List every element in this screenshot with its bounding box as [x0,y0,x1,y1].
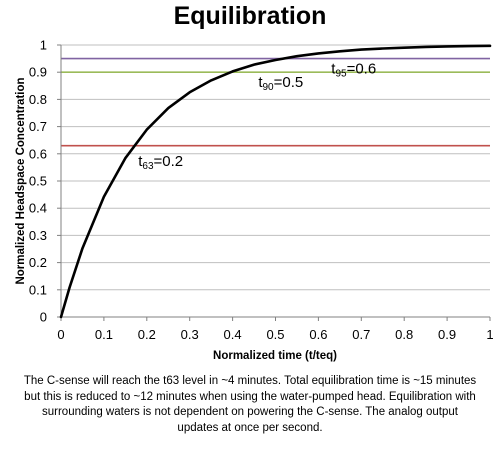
y-tick-label: 0.3 [29,228,47,243]
x-tick-label: 0.9 [438,327,456,342]
annotation-t90: t90=0.5 [258,74,303,93]
series-line-0 [59,44,492,319]
y-tick-label: 0.9 [29,65,47,80]
x-tick-label: 0 [57,327,64,342]
y-tick-label: 1 [40,38,47,53]
y-tick-label: 0 [40,310,47,325]
x-tick-label: 0.4 [224,327,242,342]
chart-caption: The C-sense will reach the t63 level in … [23,375,477,434]
annotation-t95: t95=0.6 [331,61,376,80]
y-tick-label: 0.2 [29,255,47,270]
y-axis-title: Normalized Headspace Concentration [15,77,27,284]
x-tick-label: 0.6 [309,327,327,342]
x-tick-label: 0.5 [266,327,284,342]
x-tick-label: 0.7 [352,327,370,342]
y-tick-label: 0.7 [29,119,47,134]
y-tick-label: 0.8 [29,92,47,107]
x-tick-label: 0.1 [95,327,113,342]
x-tick-label: 1 [486,327,493,342]
annotation-t63: t63=0.2 [138,153,183,172]
x-axis-title: Normalized time (t/teq) [213,350,337,362]
x-tick-label: 0.2 [138,327,156,342]
y-tick-label: 0.5 [29,174,47,189]
x-tick-label: 0.3 [181,327,199,342]
x-tick-label: 0.8 [395,327,413,342]
y-tick-label: 0.4 [29,201,47,216]
y-tick-label: 0.1 [29,282,47,297]
y-tick-label: 0.6 [29,146,47,161]
chart-title: Equilibration [173,2,327,30]
